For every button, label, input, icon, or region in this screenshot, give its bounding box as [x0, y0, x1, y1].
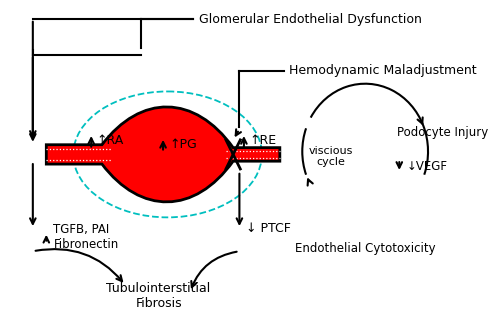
Text: Endothelial Cytotoxicity: Endothelial Cytotoxicity [295, 242, 436, 255]
PathPatch shape [46, 107, 280, 202]
Text: ↓ PTCF: ↓ PTCF [246, 223, 290, 236]
Text: Glomerular Endothelial Dysfunction: Glomerular Endothelial Dysfunction [199, 13, 422, 26]
Text: Tubulointerstitial
Fibrosis: Tubulointerstitial Fibrosis [106, 282, 210, 310]
Text: ↑PG: ↑PG [170, 138, 197, 151]
Text: TGFB, PAI
Fibronectin: TGFB, PAI Fibronectin [54, 223, 118, 251]
Text: Podocyte Injury: Podocyte Injury [396, 126, 488, 139]
Text: viscious
cycle: viscious cycle [309, 146, 353, 167]
Text: ↑RA: ↑RA [96, 134, 124, 147]
Text: ↑RE: ↑RE [250, 134, 276, 147]
Text: ↓VEGF: ↓VEGF [406, 159, 448, 172]
Text: Hemodynamic Maladjustment: Hemodynamic Maladjustment [289, 64, 476, 77]
